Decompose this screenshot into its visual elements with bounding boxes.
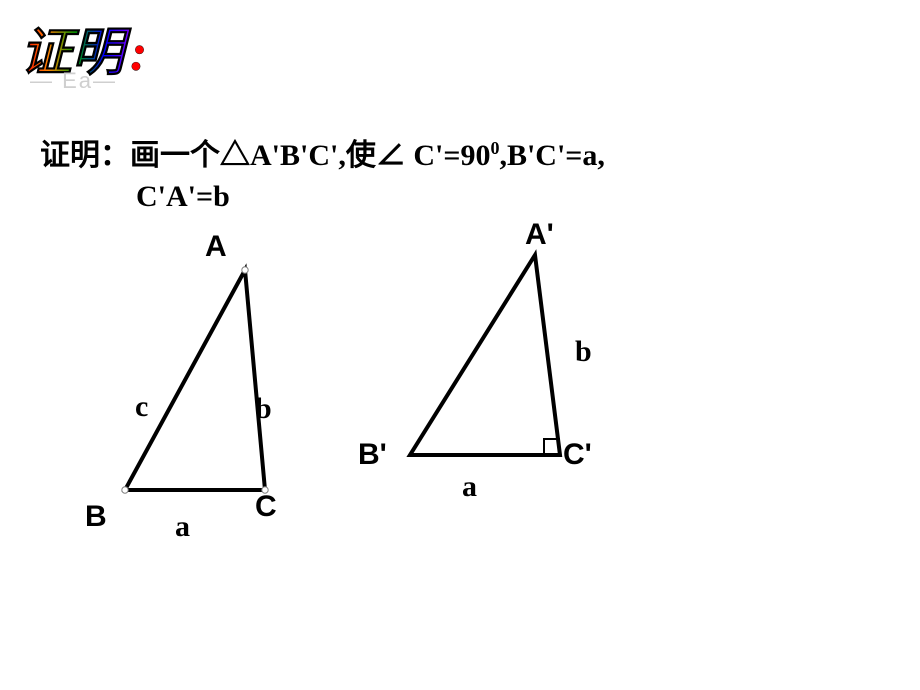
slide: 证明 : — Ea— 证明：画一个△A'B'C',使∠ C'=900,B'C'=… <box>0 0 920 690</box>
label-a: a <box>175 510 190 544</box>
label-C-prime: C' <box>563 438 592 472</box>
label-B: B <box>85 500 107 534</box>
proof-line1-suffix: ,B'C'=a, <box>499 139 604 172</box>
label-b-prime: b <box>575 335 592 369</box>
label-A-prime: A' <box>525 218 554 252</box>
label-C: C <box>255 490 277 524</box>
label-c: c <box>135 390 148 424</box>
label-A: A <box>205 230 227 264</box>
title-colon: : <box>130 25 147 82</box>
proof-line-2: C'A'=b <box>136 180 230 214</box>
triangle-right <box>400 245 590 485</box>
watermark: — Ea— <box>30 68 117 94</box>
label-a-prime: a <box>462 470 477 504</box>
triangle-right-svg <box>400 245 590 480</box>
proof-line1-prefix: 证明：画一个△A'B'C',使∠ C'=90 <box>40 139 490 172</box>
label-B-prime: B' <box>358 438 387 472</box>
label-b: b <box>255 392 272 426</box>
proof-line-1: 证明：画一个△A'B'C',使∠ C'=900,B'C'=a, <box>40 130 605 174</box>
